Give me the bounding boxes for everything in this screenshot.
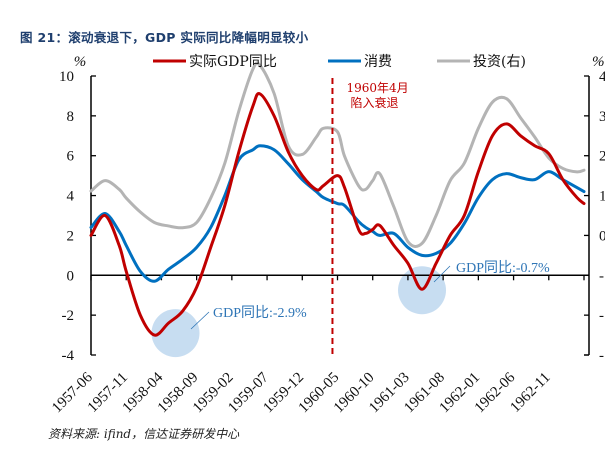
investment-series-line bbox=[89, 61, 586, 248]
annotation-gdp-1961: GDP同比:-0.7% bbox=[456, 260, 550, 276]
y-tick-label: 6 bbox=[67, 149, 75, 165]
y2-tick-label: - bbox=[599, 348, 604, 364]
recession-label-line1: 1960年4月 bbox=[346, 81, 408, 95]
y-tick-label: 10 bbox=[59, 69, 74, 85]
y-tick-label: -4 bbox=[62, 348, 75, 364]
y-tick-label: 8 bbox=[67, 109, 75, 125]
y2-tick-label: 1 bbox=[599, 189, 605, 205]
highlight-circle bbox=[151, 309, 200, 358]
legend-gdp: 实际GDP同比 bbox=[153, 54, 277, 70]
y2-tick-label: 3 bbox=[599, 109, 605, 125]
callout-leader bbox=[433, 265, 451, 283]
legend-label: 实际GDP同比 bbox=[189, 54, 277, 70]
y-tick-label: 2 bbox=[67, 228, 75, 244]
y2-tick-label: 2 bbox=[599, 149, 605, 165]
y2-tick-label: 4 bbox=[599, 69, 605, 85]
legend-label: 消费 bbox=[364, 54, 392, 70]
chart-title: 图 21：滚动衰退下，GDP 实际同比降幅明显较小 bbox=[20, 30, 309, 45]
x-tick-label: 1962-11 bbox=[507, 370, 553, 416]
recession-label-line2: 陷入衰退 bbox=[350, 95, 398, 110]
y-axis-left-unit: % bbox=[74, 54, 87, 70]
annotation-gdp-1958: GDP同比:-2.9% bbox=[213, 305, 307, 321]
consumption-series-line bbox=[89, 144, 586, 283]
legend-consumption: 消费 bbox=[328, 54, 392, 70]
y-tick-label: -2 bbox=[62, 308, 75, 324]
y2-tick-label: - bbox=[599, 268, 604, 284]
y2-tick-label: 0 bbox=[599, 228, 605, 244]
legend-investment: 投资(右) bbox=[437, 54, 526, 70]
y2-tick-label: - bbox=[599, 308, 604, 324]
source-note: 资料来源: ifind，信达证券研发中心 bbox=[48, 427, 240, 441]
legend-label: 投资(右) bbox=[473, 54, 526, 70]
y-axis-right-unit: % bbox=[592, 54, 605, 70]
y-tick-label: 0 bbox=[67, 268, 75, 284]
callout-leader bbox=[190, 311, 210, 330]
gdp-series-line bbox=[89, 92, 586, 337]
y-tick-label: 4 bbox=[67, 189, 75, 205]
